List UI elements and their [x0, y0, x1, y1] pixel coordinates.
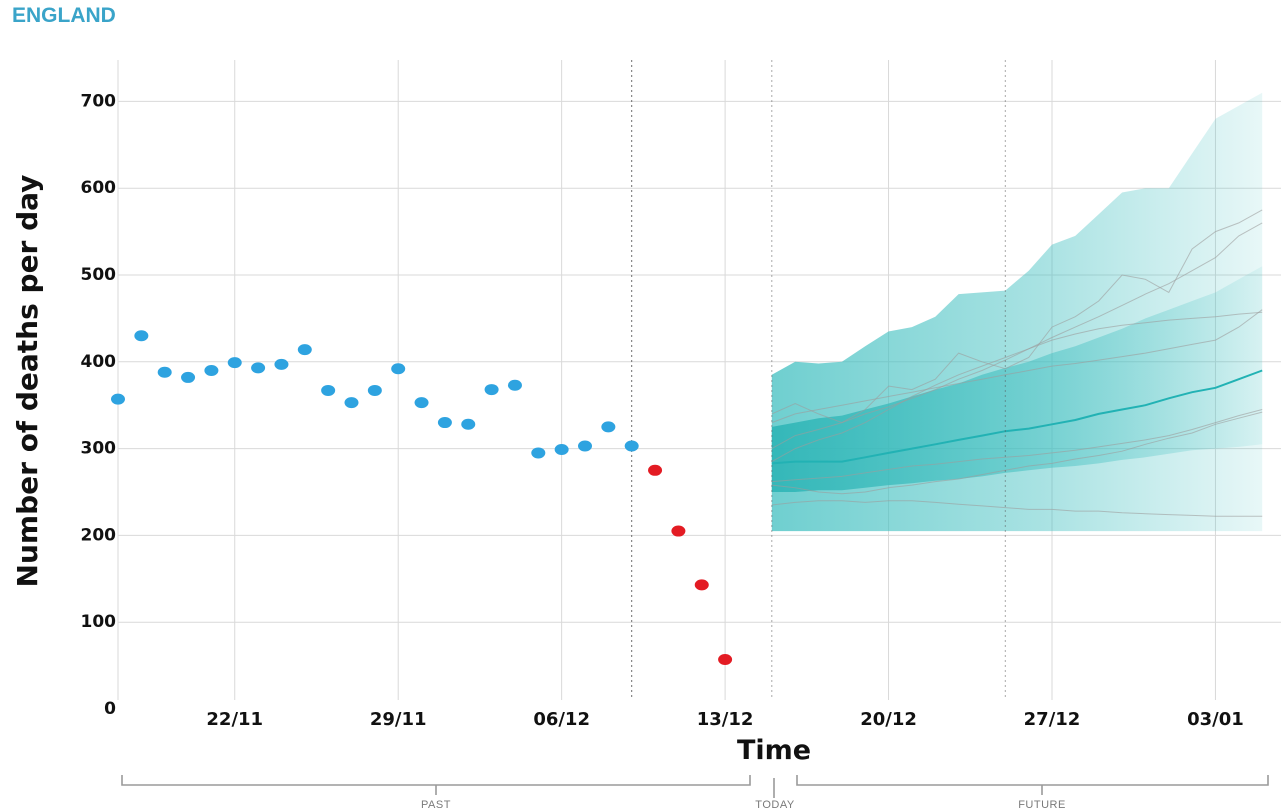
incomplete-point [718, 654, 733, 666]
observed-point [461, 418, 476, 430]
observed-point [624, 440, 639, 452]
observed-point [531, 447, 546, 459]
observed-point [204, 364, 219, 376]
sample-trajectory [771, 222, 1263, 450]
incomplete-point [694, 579, 709, 591]
x-tick-label: 27/12 [1024, 709, 1081, 730]
x-tick-label: 22/11 [206, 709, 263, 730]
sample-trajectory [771, 309, 1263, 424]
y-tick-label: 300 [81, 439, 117, 459]
period-label-future: FUTURE [1018, 799, 1066, 811]
period-label-today: TODAY [755, 799, 795, 811]
observed-point [111, 393, 125, 405]
reference-lines [631, 60, 1006, 700]
projection-inner-band [771, 266, 1263, 492]
x-tick-label: 13/12 [697, 709, 754, 730]
observed-point [157, 366, 172, 378]
projection-median-line [771, 369, 1263, 465]
sample-trajectory [771, 409, 1263, 483]
period-brackets: PAST TODAY FUTURE [121, 775, 1269, 811]
incomplete-point [648, 464, 663, 476]
incomplete-point [671, 525, 686, 537]
sample-trajectory [771, 411, 1263, 495]
data-points [111, 330, 733, 666]
y-tick-label: 500 [81, 265, 117, 285]
x-tick-label: 06/12 [533, 709, 590, 730]
y-axis-title: Number of deaths per day [11, 175, 44, 588]
observed-point [251, 362, 266, 374]
observed-point [134, 330, 149, 342]
observed-point [437, 417, 452, 429]
y-tick-label: 0 [104, 699, 116, 719]
observed-point [507, 379, 522, 391]
sample-trajectory [771, 311, 1263, 463]
y-tick-label: 100 [81, 612, 117, 632]
observed-point [181, 371, 196, 383]
observed-point [554, 443, 569, 455]
y-tick-label: 400 [81, 352, 117, 372]
period-label-past: PAST [421, 799, 451, 811]
observed-point [321, 384, 336, 396]
future-bracket [796, 775, 1269, 795]
sample-trajectory [771, 209, 1263, 424]
observed-point [484, 384, 499, 396]
projection-layer [771, 92, 1263, 532]
observed-point [367, 384, 382, 396]
observed-point [227, 357, 242, 369]
y-tick-label: 600 [81, 178, 117, 198]
observed-point [601, 421, 616, 433]
x-axis-title: Time [737, 735, 811, 766]
observed-point [344, 397, 359, 409]
observed-point [391, 363, 406, 375]
y-tick-label: 700 [81, 91, 117, 111]
past-bracket [121, 775, 751, 795]
x-tick-label: 29/11 [370, 709, 427, 730]
y-tick-label: 200 [81, 525, 117, 545]
region-title: ENGLAND [12, 4, 116, 27]
x-tick-label: 03/01 [1187, 709, 1244, 730]
observed-point [297, 344, 312, 356]
sample-trajectory [771, 500, 1263, 517]
x-tick-label: 20/12 [860, 709, 917, 730]
observed-point [414, 397, 429, 409]
observed-point [578, 440, 592, 452]
observed-point [274, 358, 289, 370]
y-tick-labels: 0 100 200 300 400 500 600 700 [81, 91, 117, 719]
x-tick-labels: 22/11 29/11 06/12 13/12 20/12 27/12 03/01 [206, 709, 1243, 730]
